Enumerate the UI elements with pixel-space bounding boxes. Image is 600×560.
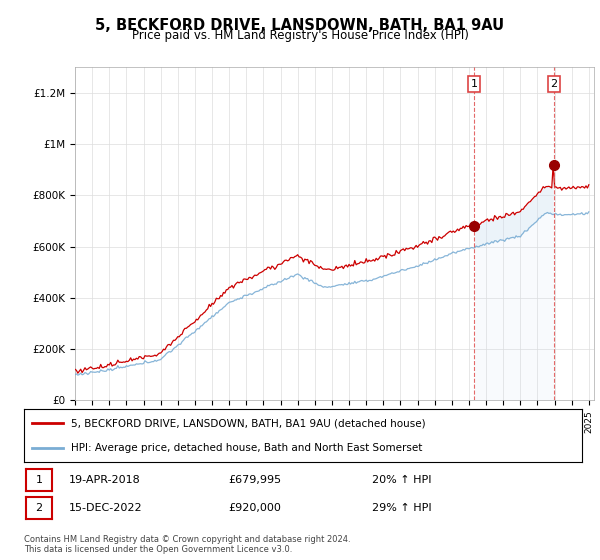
- Text: 5, BECKFORD DRIVE, LANSDOWN, BATH, BA1 9AU (detached house): 5, BECKFORD DRIVE, LANSDOWN, BATH, BA1 9…: [71, 418, 426, 428]
- Text: 1: 1: [470, 79, 478, 89]
- Text: 29% ↑ HPI: 29% ↑ HPI: [372, 503, 431, 513]
- Text: Contains HM Land Registry data © Crown copyright and database right 2024.
This d: Contains HM Land Registry data © Crown c…: [24, 535, 350, 554]
- Text: 19-APR-2018: 19-APR-2018: [69, 475, 141, 485]
- Text: Price paid vs. HM Land Registry's House Price Index (HPI): Price paid vs. HM Land Registry's House …: [131, 29, 469, 42]
- Text: 15-DEC-2022: 15-DEC-2022: [69, 503, 143, 513]
- Text: 1: 1: [35, 475, 43, 485]
- Text: HPI: Average price, detached house, Bath and North East Somerset: HPI: Average price, detached house, Bath…: [71, 442, 423, 452]
- Text: £920,000: £920,000: [228, 503, 281, 513]
- Text: 2: 2: [550, 79, 557, 89]
- Text: 5, BECKFORD DRIVE, LANSDOWN, BATH, BA1 9AU: 5, BECKFORD DRIVE, LANSDOWN, BATH, BA1 9…: [95, 18, 505, 34]
- Text: 2: 2: [35, 503, 43, 513]
- Text: 20% ↑ HPI: 20% ↑ HPI: [372, 475, 431, 485]
- Text: £679,995: £679,995: [228, 475, 281, 485]
